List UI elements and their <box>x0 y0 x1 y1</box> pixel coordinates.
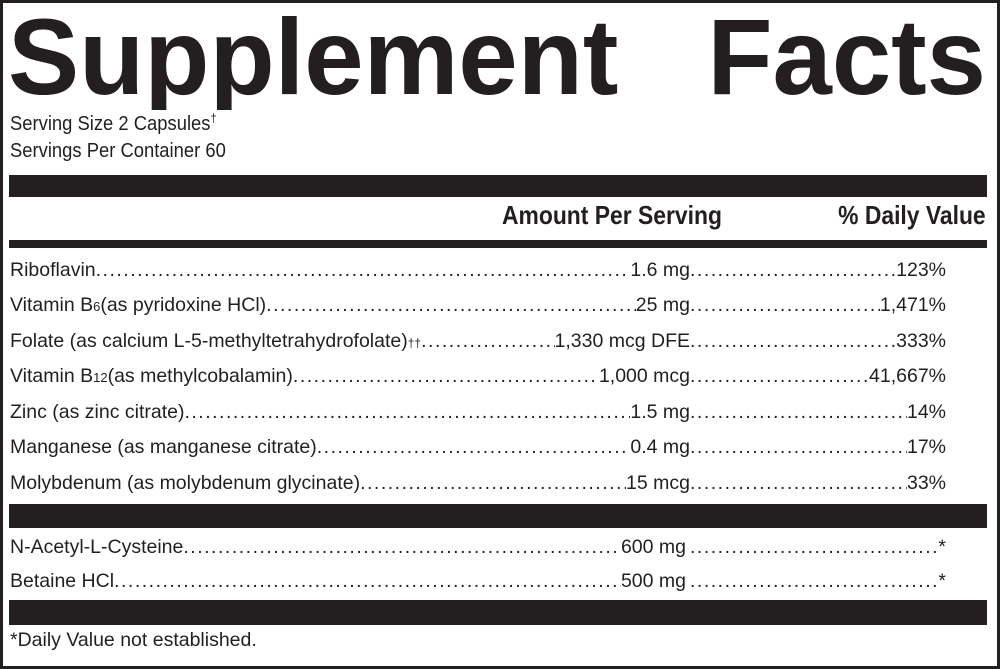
serving-size-mark: † <box>210 111 217 125</box>
label-title: Supplement Facts <box>8 0 986 110</box>
nutrient-amount: 1.5 mg <box>630 400 690 423</box>
nutrient-row: Betaine HCl 500 mg * <box>10 564 946 598</box>
divider-bar <box>9 600 987 625</box>
dot-leader <box>690 330 896 353</box>
nutrient-dv: * <box>938 569 946 592</box>
nutrient-name-rest: (as methylcobalamin) <box>107 365 293 387</box>
nutrient-dv: 33% <box>906 471 946 494</box>
nutrient-row: N-Acetyl-L-Cysteine 600 mg * <box>10 530 946 564</box>
nutrient-amount: 500 mg <box>620 569 686 592</box>
nutrient-footnote-mark: †† <box>407 335 422 350</box>
dot-leader <box>690 472 907 495</box>
nutrient-name-rest: (as pyridoxine HCl) <box>100 294 267 316</box>
nutrient-dv: 1,471% <box>879 294 946 316</box>
dot-leader <box>690 365 869 388</box>
dot-leader <box>690 570 938 593</box>
nutrient-dv: * <box>938 535 946 558</box>
amount-header: Amount Per Serving <box>502 200 722 230</box>
nutrient-amount: 1.6 mg <box>630 258 690 281</box>
dot-leader <box>690 294 880 317</box>
divider-bar <box>9 175 987 197</box>
nutrient-dv: 14% <box>906 400 946 423</box>
dot-leader <box>421 330 554 353</box>
dot-leader <box>183 536 621 559</box>
label-title-svg: Supplement Facts <box>8 0 986 110</box>
nutrient-row: Manganese (as manganese citrate) 0.4 mg 1… <box>10 431 946 465</box>
nutrient-subscript: 12 <box>93 370 108 385</box>
serving-size-text: Serving Size 2 Capsules <box>10 113 211 135</box>
nutrient-name: N-Acetyl-L-Cysteine <box>10 535 184 558</box>
nutrient-amount: 15 mcg <box>626 471 690 494</box>
nutrient-row: Folate (as calcium L-5-methyltetrahydrof… <box>10 324 946 358</box>
nutrient-amount: 25 mg <box>635 294 690 316</box>
nutrient-amount: 600 mg <box>620 535 686 558</box>
nutrient-amount: 1,330 mcg DFE <box>554 329 690 352</box>
divider-bar <box>9 240 987 248</box>
dot-leader <box>184 401 630 424</box>
nutrient-name: Betaine HCl <box>10 569 115 592</box>
dot-leader <box>360 472 626 495</box>
nutrient-dv: 17% <box>906 436 946 458</box>
nutrient-name: Vitamin B <box>10 294 94 316</box>
dot-leader <box>293 365 599 388</box>
nutrient-name: Vitamin B <box>10 365 94 387</box>
dot-leader <box>266 294 636 317</box>
nutrient-amount: 0.4 mg <box>630 436 690 458</box>
dot-leader <box>114 570 621 593</box>
servings-per-container: Servings Per Container 60 <box>10 140 226 162</box>
nutrient-dv: 333% <box>896 329 946 352</box>
nutrient-row: Molybdenum (as molybdenum glycinate) 15 m… <box>10 466 946 500</box>
dot-leader <box>317 436 631 459</box>
dot-leader <box>690 436 907 459</box>
divider-bar <box>9 504 987 528</box>
dot-leader <box>690 536 938 559</box>
footnote: *Daily Value not established. <box>10 629 257 651</box>
nutrient-row: Vitamin B6 (as pyridoxine HCl) 25 mg 1,471… <box>10 289 946 323</box>
serving-size: Serving Size 2 Capsules† <box>10 111 217 136</box>
nutrient-name: Molybdenum (as molybdenum glycinate) <box>10 471 361 494</box>
dot-leader <box>96 259 631 282</box>
nutrient-row: Zinc (as zinc citrate) 1.5 mg 14% <box>10 395 946 429</box>
nutrient-row: Vitamin B12 (as methylcobalamin) 1,000 m… <box>10 360 946 394</box>
nutrient-subscript: 6 <box>93 299 101 314</box>
nutrient-name: Riboflavin <box>10 258 96 281</box>
nutrient-name: Manganese (as manganese citrate) <box>10 436 317 458</box>
nutrient-amount: 1,000 mcg <box>598 365 690 387</box>
nutrient-row: Riboflavin 1.6 mg 123% <box>10 253 946 287</box>
nutrient-dv: 41,667% <box>869 365 946 387</box>
nutrient-dv: 123% <box>896 258 946 281</box>
nutrient-name: Zinc (as zinc citrate) <box>10 400 185 423</box>
dot-leader <box>690 259 896 282</box>
nutrient-name: Folate (as calcium L-5-methyltetrahydrof… <box>10 329 408 352</box>
dv-header: % Daily Value <box>838 200 986 230</box>
dot-leader <box>690 401 907 424</box>
